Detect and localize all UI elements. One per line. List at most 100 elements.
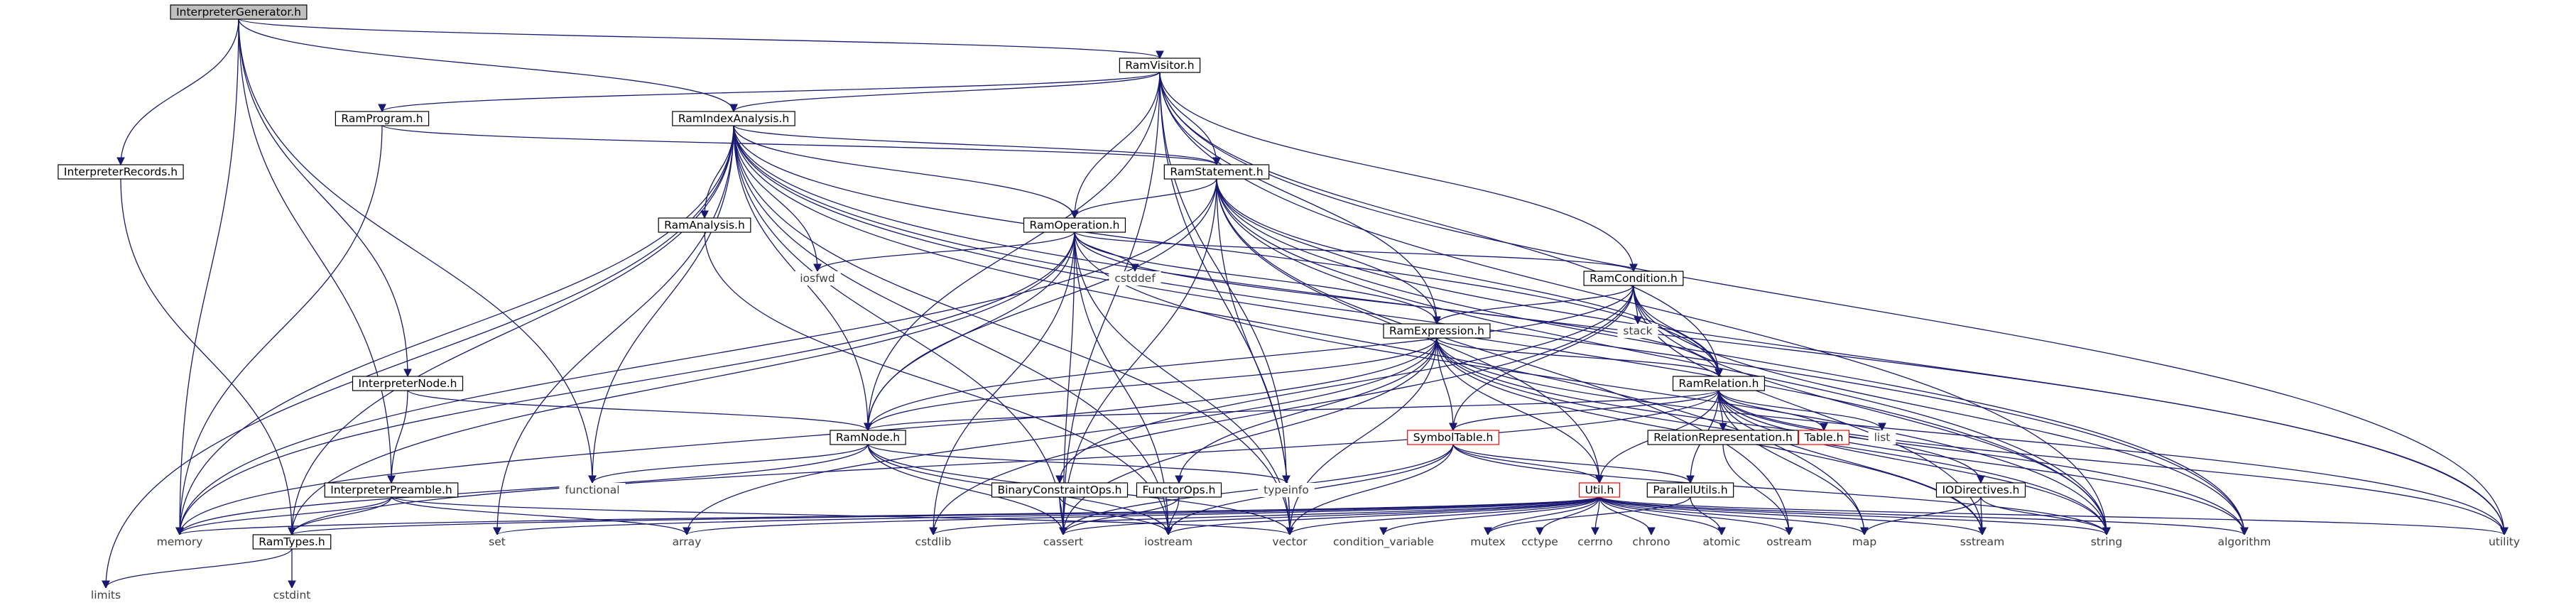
node-symboltable-h[interactable]: SymbolTable.h: [1407, 430, 1499, 445]
node-ramanalysis-h[interactable]: RamAnalysis.h: [658, 217, 751, 233]
node-label: mutex: [1470, 535, 1505, 548]
node-ramstatement-h[interactable]: RamStatement.h: [1163, 164, 1270, 180]
node-backdrop: [1464, 535, 1511, 549]
node-ramexpression-h[interactable]: RamExpression.h: [1383, 323, 1491, 339]
node-ramnode-h[interactable]: RamNode.h: [830, 430, 906, 445]
edge-ramstatement-h-to-ramrelation-h: [1216, 178, 1723, 378]
edge-interpretergenerator-h-to-interpreterpreamble-h: [238, 18, 396, 484]
edge-ramvisitor-h-to-ramnode-h: [864, 71, 1161, 432]
node-ramvisitor-h[interactable]: RamVisitor.h: [1119, 58, 1201, 73]
edge-ramcondition-h-to-ramnode-h: [864, 284, 1634, 432]
node-backdrop: [2482, 535, 2526, 549]
edge-util-h-to-array: [683, 496, 1600, 536]
node-label: stack: [1623, 325, 1652, 337]
node-label: vector: [1272, 535, 1308, 548]
edge-ramindexanalysis-h-to-vector: [733, 124, 1294, 536]
node-backdrop: [794, 271, 841, 285]
node-interpreternode-h[interactable]: InterpreterNode.h: [352, 376, 464, 391]
node-label: InterpreterNode.h: [359, 377, 457, 390]
node-ramindexanalysis-h[interactable]: RamIndexAnalysis.h: [672, 111, 795, 126]
node-label: InterpreterGenerator.h: [176, 6, 301, 18]
edge-ramstatement-h-to-algorithm: [1216, 178, 2249, 536]
edge-interpreterpreamble-h-to-memory: [175, 496, 392, 536]
edge-interpretergenerator-h-to-interpreterrecords-h: [116, 18, 239, 166]
node-label: IODirectives.h: [1942, 484, 2019, 496]
edge-ramindexanalysis-h-to-iosfwd: [733, 124, 822, 273]
node-label: RelationRepresentation.h: [1653, 431, 1793, 444]
node-ramprogram-h[interactable]: RamProgram.h: [335, 111, 430, 126]
node-binaryconstraintops-h[interactable]: BinaryConstraintOps.h: [991, 482, 1129, 498]
edge-ramnode-h-to-typeinfo: [867, 443, 1290, 484]
node-label: cstddef: [1114, 272, 1156, 285]
node-box: [1672, 376, 1766, 391]
node-chrono: chrono: [1626, 535, 1676, 549]
node-parallelutils-h[interactable]: ParallelUtils.h: [1646, 482, 1734, 498]
node-memory: memory: [151, 535, 209, 549]
node-ostream: ostream: [1761, 535, 1817, 549]
node-ramoperation-h[interactable]: RamOperation.h: [1023, 217, 1126, 233]
edge-ramoperation-h-to-iosfwd: [813, 231, 1075, 273]
node-label: atomic: [1703, 535, 1741, 548]
node-label: utility: [2489, 535, 2520, 548]
edge-symboltable-h-to-parallelutils-h: [1452, 443, 1695, 484]
edge-interpreterpreamble-h-to-vector: [391, 496, 1294, 536]
node-label: cstdlib: [915, 535, 952, 548]
edge-parallelutils-h-to-mutex: [1484, 496, 1691, 536]
node-array: array: [666, 535, 707, 549]
node-interpreterrecords-h[interactable]: InterpreterRecords.h: [58, 164, 184, 180]
edge-binaryconstraintops-h-to-iostream: [1059, 496, 1173, 536]
node-box: [1647, 430, 1799, 445]
node-label: RamExpression.h: [1389, 325, 1484, 337]
node-label: InterpreterPreamble.h: [330, 484, 452, 496]
node-label: cctype: [1521, 535, 1558, 548]
node-label: iosfwd: [800, 272, 835, 285]
node-typeinfo: typeinfo: [1258, 483, 1315, 497]
node-label: Util.h: [1585, 484, 1614, 496]
node-label: SymbolTable.h: [1413, 431, 1494, 444]
edge-util-h-to-iostream: [1164, 496, 1600, 536]
edge-ramprogram-h-to-ramstatement-h: [381, 124, 1221, 166]
edge-symboltable-h-to-string: [1452, 443, 2111, 536]
node-box: [1935, 482, 2026, 498]
node-table-h[interactable]: Table.h: [1798, 430, 1850, 445]
node-interpreterpreamble-h[interactable]: InterpreterPreamble.h: [324, 482, 459, 498]
node-ramcondition-h[interactable]: RamCondition.h: [1583, 271, 1684, 286]
node-iodirectives-h[interactable]: IODirectives.h: [1935, 482, 2026, 498]
node-backdrop: [1697, 535, 1746, 549]
node-label: ParallelUtils.h: [1653, 484, 1727, 496]
edge-symboltable-h-to-util-h: [1452, 443, 1604, 484]
node-list: list: [1868, 430, 1896, 445]
node-label: iostream: [1144, 535, 1192, 548]
node-backdrop: [85, 588, 127, 602]
node-ramrelation-h[interactable]: RamRelation.h: [1672, 376, 1766, 391]
node-label: ostream: [1766, 535, 1812, 548]
edge-ramrelation-h-to-symboltable-h: [1449, 389, 1719, 432]
node-box: [991, 482, 1129, 498]
edge-util-h-to-ostream: [1599, 496, 1793, 536]
edge-util-h-to-string: [1599, 496, 2111, 536]
node-util-h[interactable]: Util.h: [1579, 482, 1620, 498]
edge-ramcondition-h-to-algorithm: [1633, 284, 2249, 536]
node-label: typeinfo: [1263, 484, 1309, 496]
node-relationrepresentation-h[interactable]: RelationRepresentation.h: [1647, 430, 1799, 445]
edge-ramexpression-h-to-vector: [1286, 337, 1438, 536]
edge-ramexpression-h-to-ramnode-h: [864, 337, 1438, 432]
edge-util-h-to-utility: [1599, 496, 2509, 536]
node-functional: functional: [559, 483, 626, 497]
node-label: cassert: [1043, 535, 1083, 548]
node-label: Table.h: [1804, 431, 1844, 444]
node-interpretergenerator-h[interactable]: InterpreterGenerator.h: [170, 4, 308, 20]
node-ramtypes-h[interactable]: RamTypes.h: [252, 534, 332, 550]
edge-ramvisitor-h-to-string: [1159, 71, 2111, 536]
edge-ramindexanalysis-h-to-map: [733, 124, 1869, 536]
edge-ramrelation-h-to-sstream: [1718, 389, 1987, 536]
edge-ramvisitor-h-to-utility: [1159, 71, 2509, 536]
node-label: memory: [157, 535, 203, 548]
node-label: string: [2091, 535, 2123, 548]
node-iostream: iostream: [1138, 535, 1199, 549]
edge-ramexpression-h-to-cassert: [1059, 337, 1438, 536]
edge-util-h-to-condition-variable: [1379, 496, 1600, 536]
edge-ramstatement-h-to-ramexpression-h: [1216, 178, 1441, 325]
node-functorops-h[interactable]: FunctorOps.h: [1136, 482, 1222, 498]
